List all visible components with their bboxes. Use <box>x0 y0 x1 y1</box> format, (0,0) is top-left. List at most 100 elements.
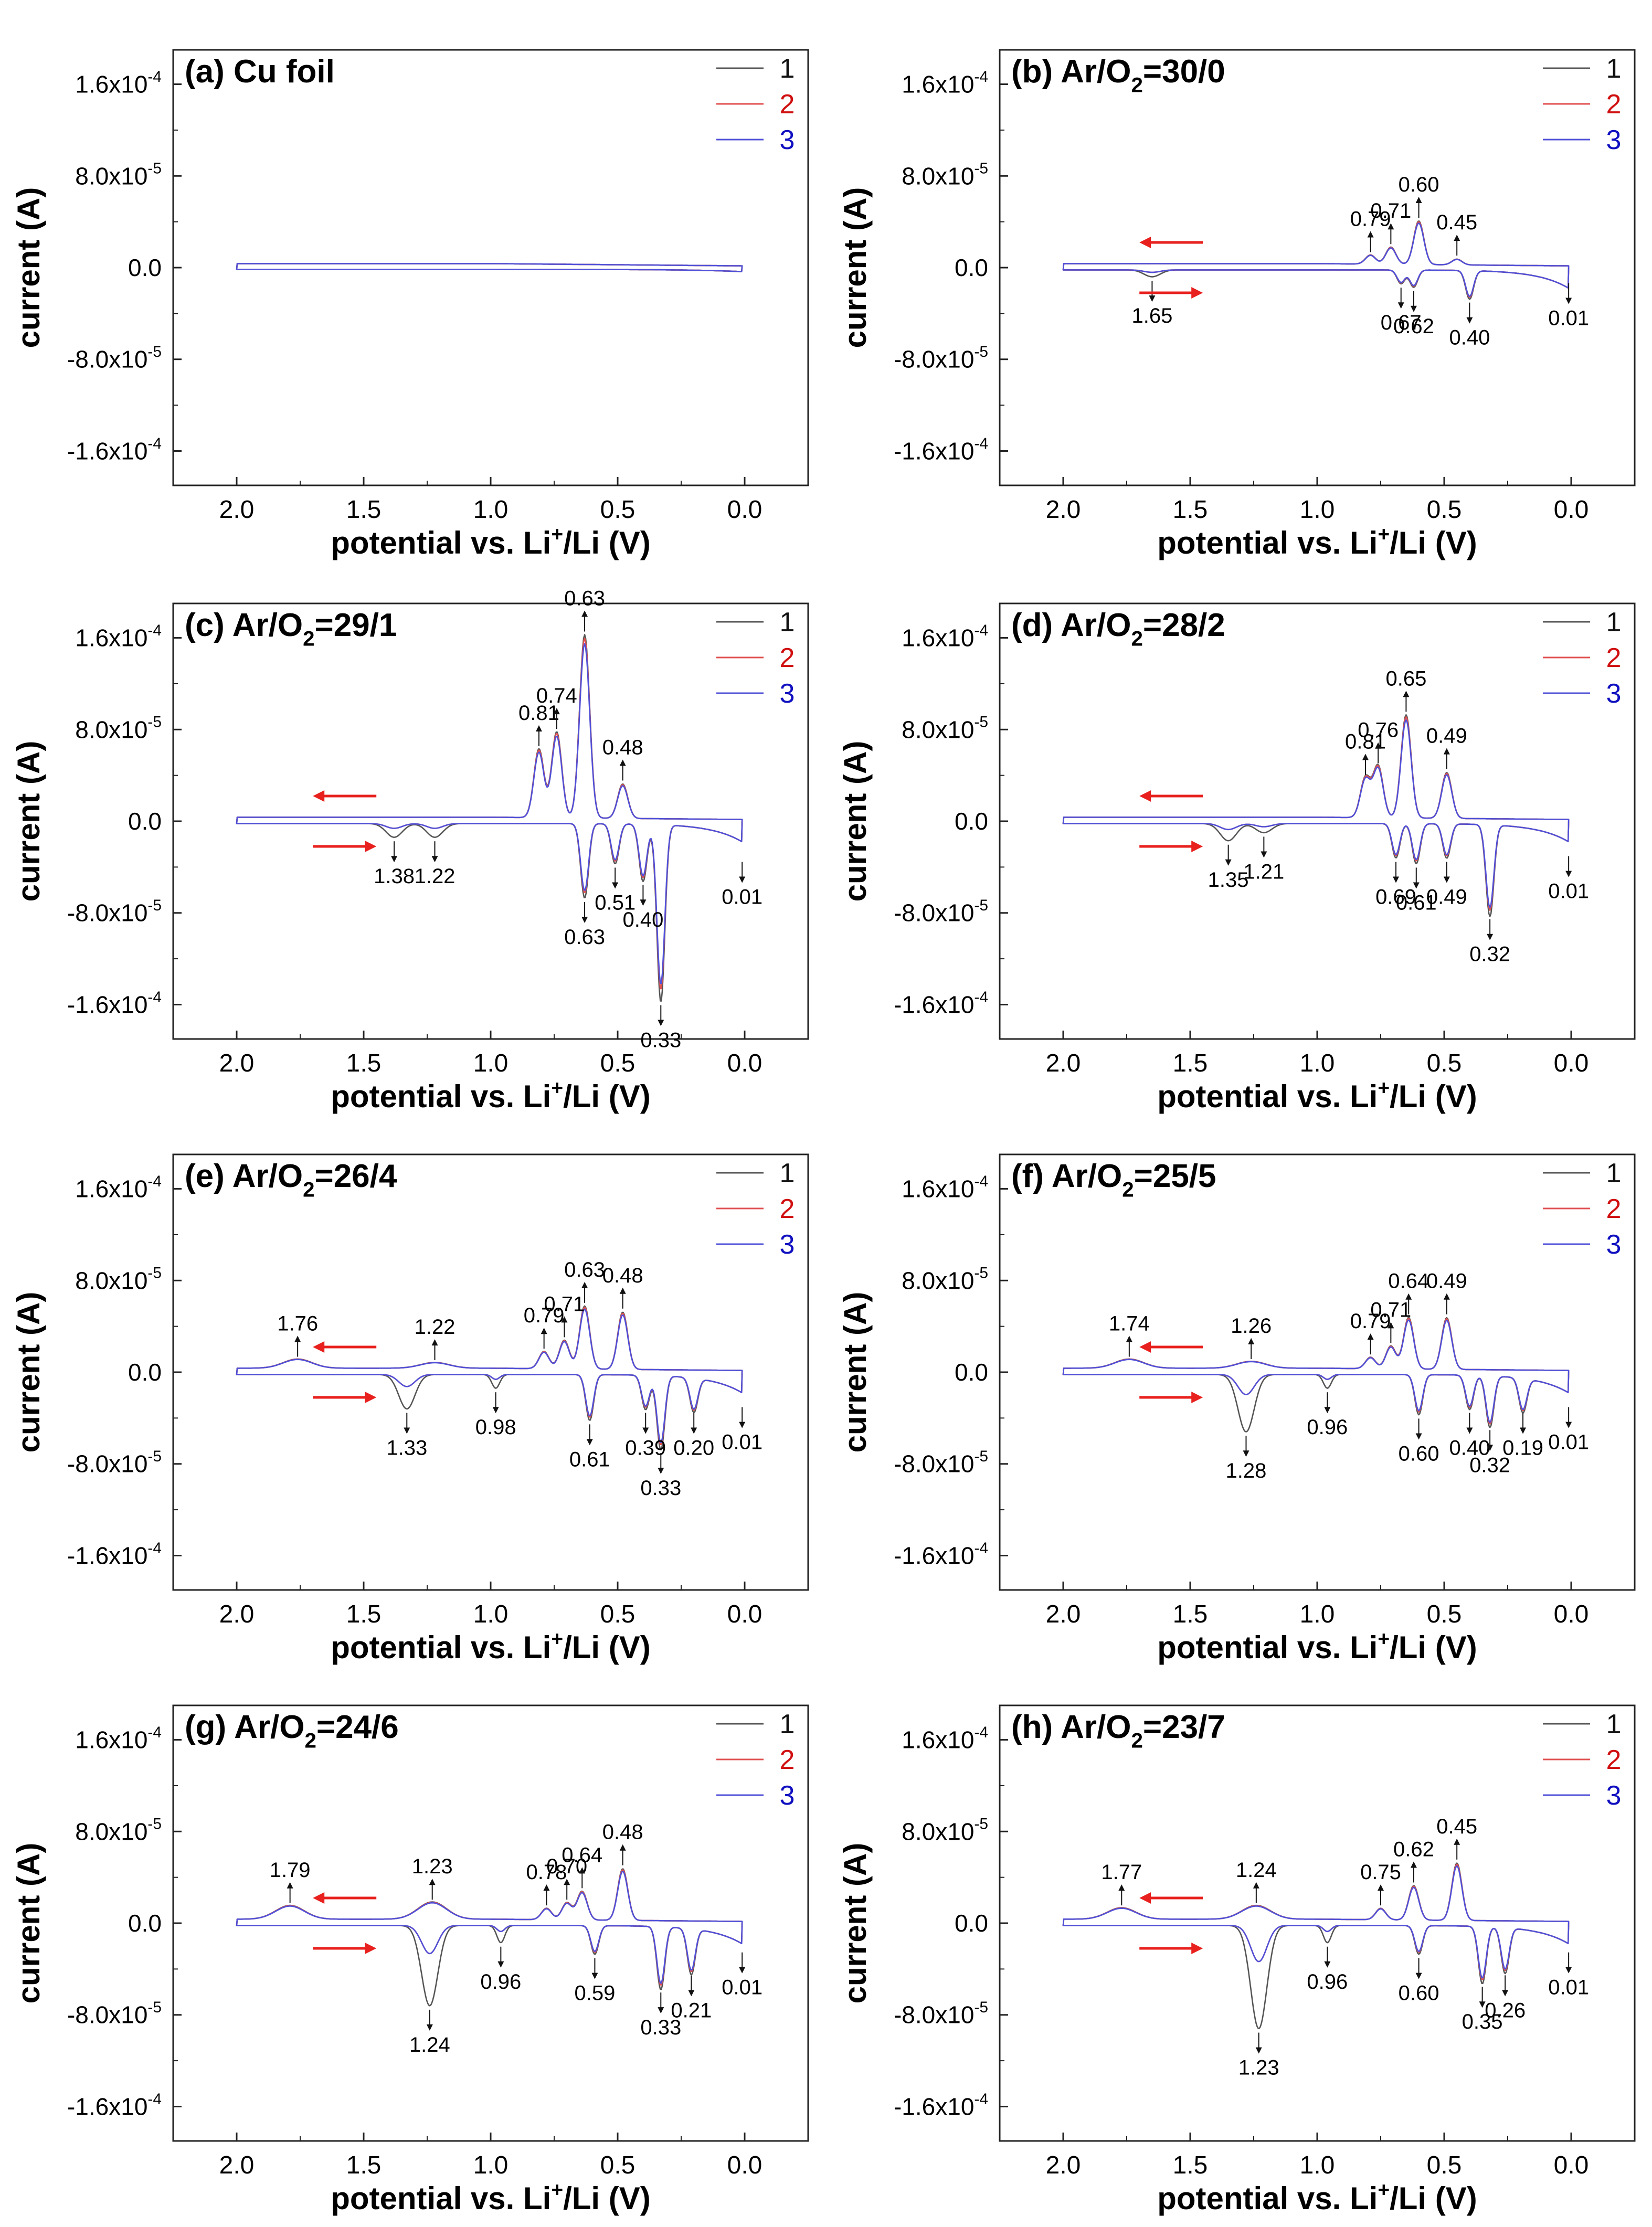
legend-label-3: 3 <box>1606 1229 1622 1260</box>
plot-frame <box>172 602 809 1040</box>
cv-curve-cycle-1 <box>1062 220 1570 300</box>
peak-annotation: 0.96 <box>1307 1946 1348 1993</box>
panel-g: 1.6x10-4 8.0x10-5 0.0 -8.0x10-5 -1.6x10-4 2.0… <box>11 1704 809 2216</box>
peak-label: 1.22 <box>415 1316 456 1339</box>
peak-arrowhead <box>1149 295 1156 302</box>
peak-annotation: 0.64 <box>1388 1270 1429 1314</box>
peak-arrowhead <box>1324 1407 1331 1414</box>
legend-label-3: 3 <box>1606 1780 1622 1811</box>
peak-annotation: 0.01 <box>1548 1407 1589 1454</box>
peak-label: 0.76 <box>1358 719 1399 742</box>
x-tick-label: 1.0 <box>1300 496 1335 524</box>
peak-label: 0.01 <box>1548 1431 1589 1454</box>
peak-annotation: 0.71 <box>544 1292 585 1338</box>
legend-label-2: 2 <box>780 89 795 120</box>
y-tick-label: 0.0 <box>955 1910 988 1937</box>
cv-curve-cycle-3 <box>1062 1319 1570 1423</box>
peak-label: 0.64 <box>562 1843 602 1867</box>
peak-arrowhead <box>1454 1838 1460 1845</box>
peak-annotation: 1.24 <box>1236 1859 1277 1903</box>
y-tick-label: 1.6x10-4 <box>75 622 162 652</box>
peak-arrowhead <box>1410 305 1417 312</box>
anodic-scan-arrowhead <box>313 1892 325 1904</box>
x-tick-label: 2.0 <box>1046 496 1081 524</box>
peak-annotation: 0.49 <box>1426 1270 1467 1314</box>
peak-arrowhead <box>1324 1961 1331 1968</box>
peak-annotation: 0.71 <box>1370 199 1411 245</box>
x-tick-label: 0.5 <box>1427 496 1462 524</box>
peak-arrowhead <box>1393 876 1400 883</box>
peak-annotation: 0.01 <box>1548 283 1589 330</box>
peak-label: 1.23 <box>1238 2056 1279 2080</box>
peak-label: 0.79 <box>1350 1310 1391 1333</box>
peak-label: 1.24 <box>409 2033 450 2056</box>
x-tick-label: 2.0 <box>219 496 255 524</box>
panel-title: (c) Ar/O2=29/1 <box>185 607 397 651</box>
peak-annotation: 0.39 <box>625 1413 666 1460</box>
x-tick-label: 0.0 <box>727 1600 763 1628</box>
peak-label: 0.74 <box>536 684 577 707</box>
y-tick-label: 1.6x10-4 <box>902 1724 988 1754</box>
peak-arrowhead <box>1565 1967 1572 1974</box>
x-tick-label: 1.5 <box>346 496 382 524</box>
peak-arrowhead <box>640 899 647 906</box>
peak-arrowhead <box>1415 1973 1422 1979</box>
x-tick-label: 1.0 <box>1300 1600 1335 1628</box>
peak-label: 0.60 <box>1399 173 1439 196</box>
peak-annotation: 1.74 <box>1109 1312 1150 1357</box>
y-tick-label: -1.6x10-4 <box>67 2091 162 2120</box>
plot-frame <box>999 1153 1636 1591</box>
y-tick-label: -1.6x10-4 <box>67 1540 162 1569</box>
peak-annotation: 0.48 <box>602 736 643 781</box>
x-tick-label: 0.5 <box>1427 2151 1462 2179</box>
peak-arrowhead <box>497 1961 504 1968</box>
peak-arrowhead <box>1243 1450 1249 1457</box>
peak-annotation: 1.38 <box>374 841 415 888</box>
cathodic-scan-arrowhead <box>365 1943 377 1955</box>
y-tick-label: -8.0x10-5 <box>894 1448 988 1478</box>
peak-annotation: 0.70 <box>546 1855 587 1900</box>
legend-label-2: 2 <box>780 643 795 673</box>
x-tick-label: 1.5 <box>1173 496 1208 524</box>
y-tick-label: 1.6x10-4 <box>902 68 988 98</box>
peak-annotation: 1.65 <box>1131 281 1172 327</box>
peak-label: 0.21 <box>671 1999 712 2022</box>
plot-frame <box>172 49 809 486</box>
y-tick-label: 8.0x10-5 <box>902 714 988 744</box>
x-axis-label: potential vs. Li+/Li (V) <box>331 1077 650 1114</box>
peak-arrowhead <box>1479 2001 1486 2008</box>
peak-annotation: 0.74 <box>536 684 577 729</box>
plot-frame <box>999 1704 1636 2142</box>
peak-label: 0.71 <box>1370 199 1411 222</box>
plot-frame <box>172 1153 809 1591</box>
peak-annotation: 0.35 <box>1462 1987 1503 2033</box>
y-tick-label: 8.0x10-5 <box>902 160 988 190</box>
peak-annotation: 1.76 <box>277 1312 318 1357</box>
panel-title: (a) Cu foil <box>185 54 335 90</box>
peak-annotation: 0.78 <box>526 1861 567 1906</box>
cv-curve-cycle-3 <box>236 1308 743 1443</box>
cathodic-scan-arrowhead <box>1191 287 1203 299</box>
panel-title: (h) Ar/O2=23/7 <box>1011 1709 1225 1753</box>
peak-annotation: 0.21 <box>671 1975 712 2022</box>
peak-arrowhead <box>739 1967 746 1974</box>
x-tick-label: 0.0 <box>1554 2151 1589 2179</box>
peak-arrowhead <box>1375 742 1382 749</box>
peak-label: 0.71 <box>544 1292 585 1316</box>
y-tick-label: 0.0 <box>128 1910 162 1937</box>
x-axis-label: potential vs. Li+/Li (V) <box>331 1628 650 1665</box>
peak-label: 0.98 <box>475 1416 516 1439</box>
peak-arrowhead <box>1410 1861 1417 1868</box>
legend-label-3: 3 <box>1606 125 1622 155</box>
peak-label: 0.59 <box>575 1982 616 2005</box>
peak-annotation: 1.21 <box>1243 836 1284 883</box>
legend-label-1: 1 <box>1606 1709 1622 1740</box>
peak-arrowhead <box>553 708 560 715</box>
peak-label: 0.49 <box>1426 1270 1467 1293</box>
y-axis-label: current (A) <box>11 741 46 902</box>
peak-annotation: 1.77 <box>1101 1861 1142 1906</box>
y-axis-label: current (A) <box>11 1292 46 1453</box>
peak-annotation: 0.33 <box>640 1992 681 2039</box>
peak-label: 0.48 <box>602 1821 643 1844</box>
